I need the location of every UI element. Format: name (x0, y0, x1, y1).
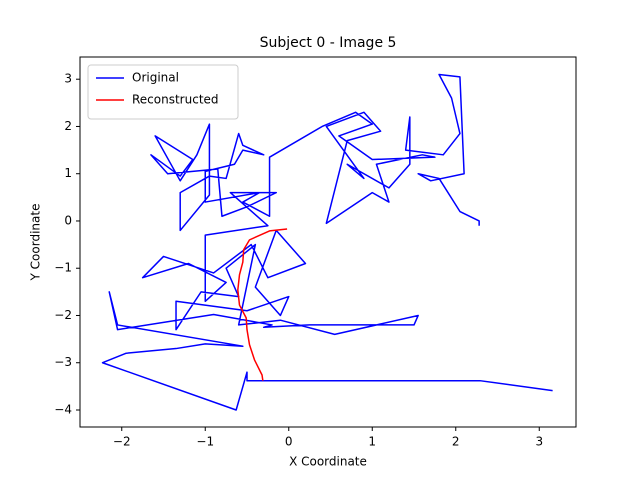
x-tick-label: −2 (113, 435, 131, 449)
data-line (237, 228, 288, 381)
x-tick-label: −1 (196, 435, 214, 449)
chart-title: Subject 0 - Image 5 (260, 35, 397, 51)
y-axis-label: Y Coordinate (29, 204, 43, 282)
y-tick-label: −1 (54, 261, 72, 275)
plot-frame (79, 56, 577, 428)
y-tick-label: −2 (54, 308, 72, 322)
y-tick-label: −3 (54, 355, 72, 369)
y-tick-label: 3 (64, 72, 72, 86)
legend-label: Reconstructed (132, 93, 219, 107)
x-tick-label: 2 (452, 435, 460, 449)
y-tick-label: −4 (54, 402, 72, 416)
data-line (101, 73, 553, 411)
x-tick-label: 3 (535, 435, 543, 449)
x-axis-label: X Coordinate (289, 455, 367, 469)
legend-box (87, 64, 239, 120)
y-tick-label: 2 (64, 119, 72, 133)
y-tick-label: 1 (64, 166, 72, 180)
y-tick-label: 0 (64, 213, 72, 227)
x-tick-label: 0 (285, 435, 293, 449)
legend-label: Original (132, 71, 179, 85)
x-tick-label: 1 (368, 435, 376, 449)
